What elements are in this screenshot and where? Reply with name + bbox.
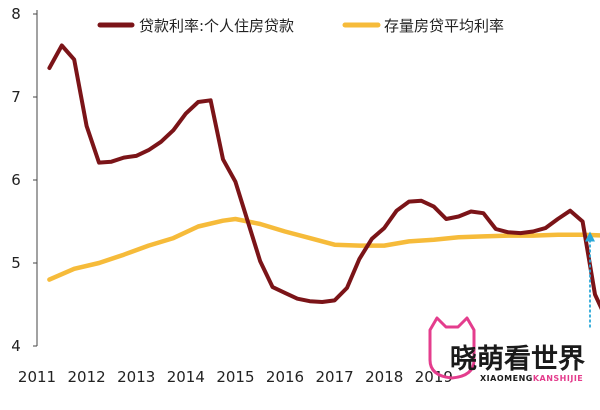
legend-label: 存量房贷平均利率	[384, 17, 504, 35]
x-tick-label: 2014	[167, 368, 205, 386]
legend-label: 贷款利率:个人住房贷款	[139, 17, 294, 35]
watermark-subtext: XIAOMENGKANSHIJIE	[480, 374, 583, 383]
watermark-subtext-part2: KANSHIJIE	[533, 374, 583, 383]
y-tick-label: 8	[11, 5, 21, 23]
y-tick-label: 6	[11, 171, 21, 189]
watermark-text: 晓萌看世界	[450, 344, 585, 375]
x-tick-label: 2012	[68, 368, 106, 386]
x-tick-label: 2016	[266, 368, 304, 386]
x-tick-label: 2013	[117, 368, 155, 386]
legend-item-personal-mortgage-rate: 贷款利率:个人住房贷款	[97, 17, 294, 35]
annotation-arrow	[585, 231, 595, 328]
watermark-subtext-part1: XIAOMENG	[480, 374, 533, 383]
x-tick-label: 2019	[415, 368, 453, 386]
x-tick-label: 2018	[365, 368, 403, 386]
cat-head-icon	[428, 316, 476, 380]
y-tick-label: 7	[11, 88, 21, 106]
x-tick-label: 2017	[316, 368, 354, 386]
legend-item-outstanding-mortgage-avg-rate: 存量房贷平均利率	[342, 17, 504, 35]
y-tick-label: 4	[11, 337, 21, 355]
arrow-head-icon	[585, 231, 595, 242]
series-line-outstanding-mortgage-avg-rate	[47, 216, 600, 282]
y-tick-label: 5	[11, 254, 21, 272]
x-tick-label: 2015	[216, 368, 254, 386]
x-tick-label: 2011	[18, 368, 56, 386]
series-line-personal-mortgage-rate	[47, 43, 600, 310]
